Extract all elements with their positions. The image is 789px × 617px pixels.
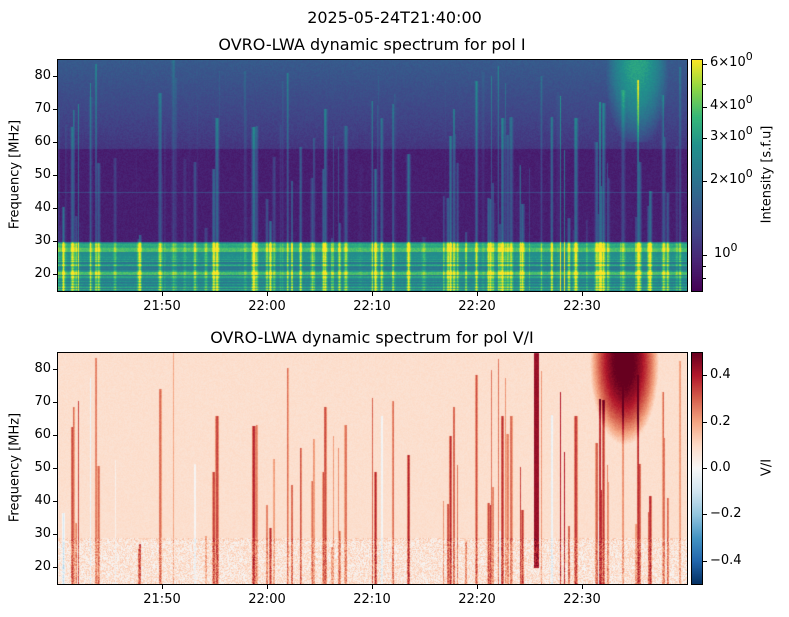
x-tick-label: 22:20: [458, 592, 496, 607]
colorbar: [691, 59, 702, 291]
tick-mantissa: 6×: [710, 55, 730, 71]
x-tick: [372, 292, 373, 296]
y-tick-label: 50: [34, 167, 51, 182]
x-tick: [582, 292, 583, 296]
colorbar-tick-label: −0.4: [710, 552, 742, 568]
y-tick-label: 20: [34, 266, 51, 282]
colorbar-tick: [703, 514, 707, 516]
x-tick: [372, 585, 373, 589]
figure-suptitle: 2025-05-24T21:40:00: [307, 8, 482, 27]
tick-mantissa: 4×: [710, 98, 730, 114]
tick-base: 10: [729, 98, 746, 114]
x-tick-label: 21:50: [143, 299, 181, 314]
colorbar-tick: [703, 254, 707, 256]
tick-exponent: 0: [745, 50, 753, 64]
x-tick: [477, 585, 478, 589]
y-tick-label: 30: [34, 233, 51, 249]
y-tick-label: 50: [34, 460, 51, 475]
colorbar-label: V/I: [759, 458, 775, 477]
colorbar-tick-label: 4×100: [710, 93, 753, 114]
y-tick: [53, 241, 57, 243]
y-tick: [53, 368, 57, 370]
x-tick: [162, 585, 163, 589]
tick-base: 10: [714, 245, 731, 261]
y-tick: [53, 468, 57, 469]
tick-base: 10: [729, 55, 746, 71]
colorbar-tick-label: 0.2: [710, 413, 731, 429]
y-tick: [53, 534, 57, 536]
y-tick-label: 60: [34, 426, 51, 442]
y-axis-label: Frequency [MHz]: [7, 412, 23, 523]
y-tick-label: 80: [34, 67, 51, 83]
colorbar-tick-label: 6×100: [710, 50, 753, 71]
tick-mantissa: 3×: [710, 128, 730, 144]
x-tick-label: 22:10: [353, 592, 391, 607]
x-tick: [162, 292, 163, 296]
y-tick-label: 40: [34, 493, 51, 509]
y-tick-label: 60: [34, 133, 51, 149]
colorbar-tick: [703, 64, 707, 66]
tick-exponent: 0: [745, 123, 753, 137]
x-tick-label: 22:30: [563, 299, 601, 314]
x-tick-label: 22:20: [458, 299, 496, 314]
x-tick: [267, 585, 268, 589]
y-tick-label: 70: [34, 100, 51, 116]
y-tick-label: 70: [34, 393, 51, 409]
colorbar-tick: [703, 468, 707, 469]
colorbar-tick: [703, 421, 707, 423]
colorbar-tick: [703, 560, 707, 562]
colorbar-minor-tick: [703, 278, 706, 280]
y-tick-label: 20: [34, 559, 51, 575]
y-tick: [53, 501, 57, 503]
y-tick: [53, 108, 57, 110]
y-tick: [53, 141, 57, 143]
colorbar-tick: [703, 137, 707, 139]
y-tick: [53, 208, 57, 210]
tick-base: 10: [729, 171, 746, 187]
colorbar-tick-label: −0.2: [710, 506, 742, 522]
y-tick: [53, 75, 57, 77]
x-tick: [477, 292, 478, 296]
axes-title: OVRO-LWA dynamic spectrum for pol V/I: [210, 328, 534, 347]
y-tick: [53, 567, 57, 569]
colorbar-tick-label: 0.0: [710, 460, 731, 475]
y-tick-label: 30: [34, 526, 51, 542]
x-tick-label: 22:30: [563, 592, 601, 607]
x-tick: [267, 292, 268, 296]
colorbar-tick-label: 100: [714, 241, 738, 261]
colorbar: [691, 352, 702, 584]
colorbar-label: Intensity [s.f.u]: [759, 125, 775, 224]
y-tick: [53, 274, 57, 276]
colorbar-tick-label: 2×100: [710, 167, 753, 187]
y-tick: [53, 175, 57, 176]
x-tick-label: 22:10: [353, 299, 391, 314]
x-tick: [582, 585, 583, 589]
y-tick: [53, 434, 57, 436]
tick-mantissa: 2×: [710, 171, 730, 187]
y-axis-label: Frequency [MHz]: [7, 119, 23, 230]
tick-exponent: 0: [745, 93, 753, 107]
y-tick-label: 40: [34, 200, 51, 216]
tick-exponent: 0: [730, 240, 738, 254]
x-tick-label: 22:00: [248, 299, 286, 314]
colorbar-minor-tick: [703, 83, 706, 85]
tick-base: 10: [729, 128, 746, 144]
tick-exponent: 0: [745, 166, 753, 180]
y-tick: [53, 401, 57, 403]
spectrogram-image: [57, 59, 687, 291]
x-tick-label: 22:00: [248, 592, 286, 607]
colorbar-tick: [703, 107, 707, 109]
spectrogram-image: [57, 352, 687, 584]
colorbar-minor-tick: [703, 265, 706, 267]
colorbar-tick-label: 0.4: [710, 367, 731, 383]
x-tick-label: 21:50: [143, 592, 181, 607]
colorbar-tick: [703, 180, 707, 182]
colorbar-tick: [703, 375, 707, 377]
axes-title: OVRO-LWA dynamic spectrum for pol I: [218, 35, 526, 54]
colorbar-tick-label: 3×100: [710, 124, 753, 144]
y-tick-label: 80: [34, 360, 51, 376]
